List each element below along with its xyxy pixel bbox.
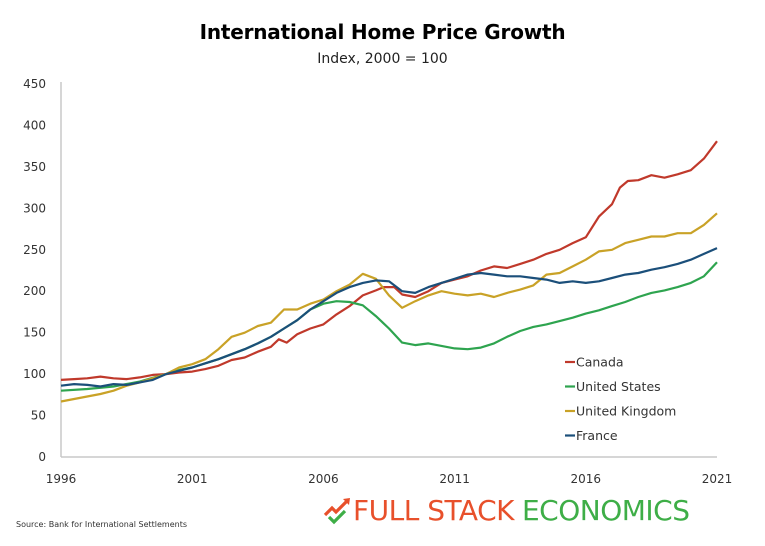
- x-tick-label: 2001: [177, 472, 208, 486]
- series-line-united-kingdom: [60, 212, 718, 403]
- brand-logo: FULL STACK ECONOMICS: [323, 494, 690, 528]
- y-tick-label: 450: [23, 77, 46, 91]
- x-tick-label: 2021: [702, 472, 733, 486]
- legend-label: United Kingdom: [576, 404, 676, 419]
- x-tick-label: 2011: [439, 472, 470, 486]
- x-tick-label: 2016: [571, 472, 602, 486]
- logo-text-full-stack: FULL STACK: [353, 494, 514, 527]
- y-tick-label: 350: [23, 160, 46, 174]
- y-tick-label: 250: [23, 243, 46, 257]
- y-tick-label: 300: [23, 201, 46, 215]
- y-tick-label: 0: [38, 450, 46, 464]
- y-tick-label: 50: [31, 409, 46, 423]
- legend-item-united-states: United States: [565, 379, 661, 394]
- legend: Canada United States United Kingdom France: [565, 355, 676, 443]
- x-tick-label: 2006: [308, 472, 339, 486]
- logo-text-economics: ECONOMICS: [521, 494, 690, 527]
- series-lines: [60, 140, 718, 403]
- chart-title: International Home Price Growth: [199, 20, 566, 44]
- tick-labels: 0 50 100 150 200 250 300 350 400 450 1996 2001 2006 2…: [23, 77, 732, 486]
- trend-up-check-icon: [323, 498, 350, 525]
- axes: [60, 82, 717, 458]
- y-tick-label: 400: [23, 118, 46, 132]
- y-tick-label: 200: [23, 284, 46, 298]
- legend-label: Canada: [576, 355, 624, 370]
- series-line-france: [60, 247, 718, 388]
- legend-item-france: France: [565, 428, 618, 443]
- source-note: Source: Bank for International Settlemen…: [16, 520, 188, 529]
- legend-item-canada: Canada: [565, 355, 624, 370]
- chart-subtitle: Index, 2000 = 100: [317, 51, 448, 67]
- legend-item-united-kingdom: United Kingdom: [565, 404, 676, 419]
- legend-label: France: [576, 428, 618, 443]
- y-tick-label: 150: [23, 326, 46, 340]
- legend-label: United States: [576, 379, 661, 394]
- series-line-canada: [60, 140, 718, 381]
- y-tick-label: 100: [23, 367, 46, 381]
- x-tick-label: 1996: [46, 472, 77, 486]
